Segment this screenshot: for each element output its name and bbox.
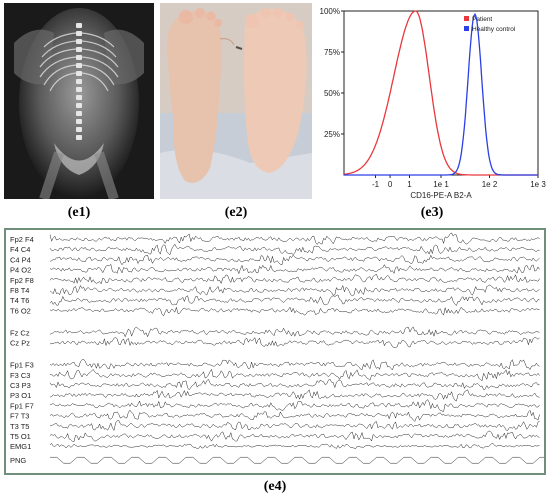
eeg-trace bbox=[49, 443, 540, 449]
x-tick-label: 1e 2 bbox=[482, 180, 498, 189]
eeg-trace bbox=[49, 389, 540, 402]
eeg-trace bbox=[49, 420, 540, 432]
series-line-healthy-control bbox=[344, 13, 538, 176]
eeg-channel-label: F8 T4 bbox=[10, 286, 29, 295]
x-tick-label: 1e 3 bbox=[530, 180, 546, 189]
eeg-channel-label: Fp1 F7 bbox=[10, 401, 34, 410]
eeg-trace bbox=[49, 306, 540, 317]
eeg-trace bbox=[49, 243, 540, 256]
y-tick-label: 25% bbox=[324, 130, 340, 139]
eeg-trace bbox=[49, 254, 540, 266]
legend-label: Patient bbox=[472, 16, 492, 23]
eeg-channel-label: T6 O2 bbox=[10, 306, 31, 315]
eeg-trace bbox=[49, 430, 540, 442]
eeg-channel-label: C3 P3 bbox=[10, 381, 31, 390]
eeg-channel-label: Fz Cz bbox=[10, 328, 30, 337]
eeg-trace bbox=[49, 409, 540, 422]
series-line-patient bbox=[343, 10, 538, 176]
x-tick-label: 0 bbox=[388, 180, 393, 189]
x-tick-label: -1 bbox=[372, 180, 380, 189]
eeg-trace bbox=[49, 359, 540, 371]
eeg-channel-label: Fp2 F4 bbox=[10, 235, 34, 244]
eeg-channel-label: C4 P4 bbox=[10, 255, 31, 264]
eeg-trace bbox=[49, 336, 540, 348]
eeg-channel-label: T4 T6 bbox=[10, 296, 29, 305]
eeg-channel-label: F3 C3 bbox=[10, 371, 30, 380]
eeg-trace bbox=[50, 456, 547, 464]
caption-e2: (e2) bbox=[224, 205, 248, 220]
flow-cytometry-histogram: 25% 50% 75% 100% -1 0 1 1e 1 1e 2 1e 3 CD16-PE-A B… bbox=[318, 3, 547, 200]
radiograph-image bbox=[4, 3, 154, 199]
eeg-trace bbox=[49, 294, 540, 306]
caption-e4: (e4) bbox=[263, 479, 287, 494]
eeg-trace bbox=[49, 263, 540, 275]
legend-swatch bbox=[464, 16, 469, 21]
eeg-channel-label: P3 O1 bbox=[10, 391, 31, 400]
eeg-channel-label: P4 O2 bbox=[10, 266, 31, 275]
y-tick-label: 75% bbox=[324, 48, 340, 57]
caption-e1: (e1) bbox=[67, 205, 91, 220]
y-tick-label: 50% bbox=[324, 89, 340, 98]
infant-xray-illustration bbox=[4, 3, 154, 199]
eeg-channel-label: F7 T3 bbox=[10, 412, 29, 421]
eeg-channel-label: T3 T5 bbox=[10, 422, 29, 431]
x-tick-label: 1e 1 bbox=[433, 180, 449, 189]
eeg-trace bbox=[49, 368, 540, 382]
x-axis-label: CD16-PE-A B2-A bbox=[410, 191, 472, 199]
legend-swatch bbox=[464, 26, 469, 31]
eeg-trace bbox=[49, 326, 540, 338]
histogram-plot: 25% 50% 75% 100% -1 0 1 1e 1 1e 2 1e 3 CD16-PE-A B… bbox=[320, 7, 547, 200]
y-tick-label: 100% bbox=[320, 7, 340, 16]
eeg-channel-label: T5 O1 bbox=[10, 432, 31, 441]
caption-e3: (e3) bbox=[420, 205, 444, 220]
eeg-channel-label: PNG bbox=[10, 456, 26, 465]
eeg-trace bbox=[49, 273, 540, 285]
x-tick-label: 1 bbox=[407, 180, 412, 189]
eeg-trace bbox=[49, 232, 540, 245]
eeg-channel-label: Fp1 F3 bbox=[10, 361, 34, 370]
eeg-channel-label: Cz Pz bbox=[10, 339, 30, 348]
eeg-recording: Fp2 F4 F4 C4 C4 P4 P4 O2 Fp2 F8 F8 T4 T4 T6 T6 … bbox=[4, 228, 547, 475]
eeg-channel-label: F4 C4 bbox=[10, 245, 30, 254]
eeg-channel-label: EMG1 bbox=[10, 442, 31, 451]
eeg-trace bbox=[49, 378, 540, 391]
feet-photo bbox=[160, 3, 312, 199]
eeg-trace bbox=[49, 399, 540, 412]
legend-label: Healthy control bbox=[472, 26, 516, 33]
eeg-channel-label: Fp2 F8 bbox=[10, 276, 34, 285]
eeg-trace bbox=[49, 284, 540, 297]
feet-illustration bbox=[160, 3, 312, 199]
